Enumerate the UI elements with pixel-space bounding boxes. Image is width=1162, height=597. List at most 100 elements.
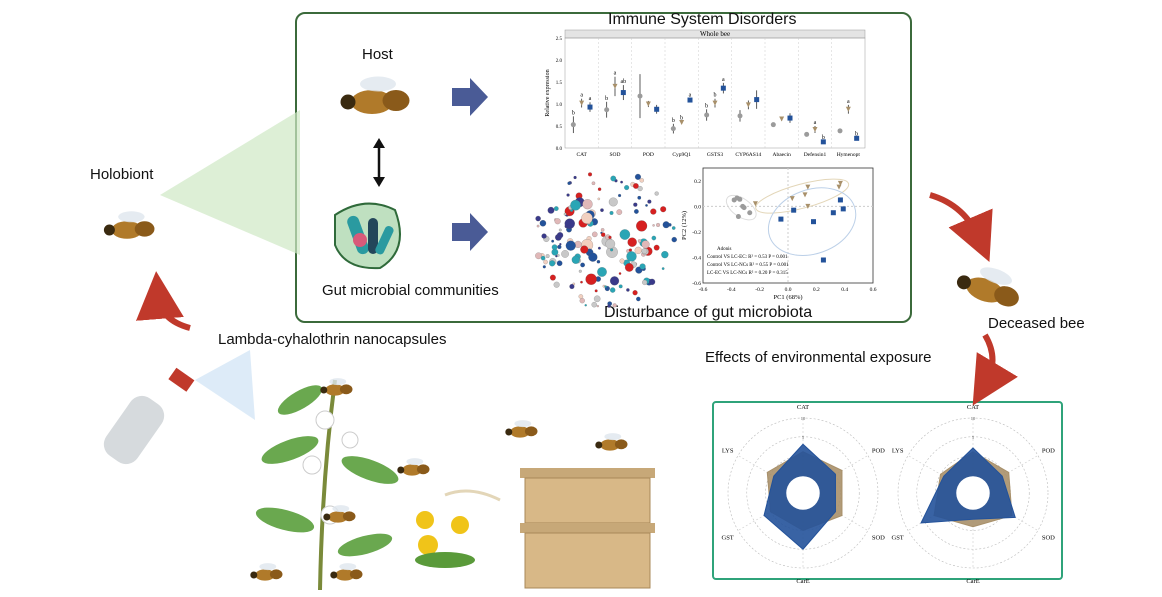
network-node xyxy=(616,209,623,215)
network-node xyxy=(651,235,657,241)
environmental-exposure-panel xyxy=(712,401,1063,580)
x-tick-label: 0.0 xyxy=(785,287,792,293)
data-point xyxy=(737,196,743,202)
network-node xyxy=(601,232,606,237)
network-node xyxy=(549,274,556,281)
network-node xyxy=(641,248,648,254)
pca-chart: -0.6 -0.4 -0.2 0.0 0.2 0.4 0.6 -0.6 -0.4 -0.2 0.0 0… xyxy=(681,167,877,301)
network-node xyxy=(609,211,614,215)
network-node xyxy=(571,255,580,264)
network-node xyxy=(648,278,656,285)
significance-letter: a xyxy=(847,99,850,105)
y-tick-label: -0.2 xyxy=(692,230,701,236)
radar-axis-label: CAT xyxy=(797,404,809,411)
network-node xyxy=(639,178,644,183)
bee-icon xyxy=(320,378,353,396)
data-point xyxy=(670,126,676,132)
network-node xyxy=(594,289,598,293)
data-point xyxy=(791,207,797,213)
x-tick-label: Cyp9Q1 xyxy=(672,152,691,158)
x-tick-label: -0.2 xyxy=(755,287,764,293)
data-point xyxy=(820,257,826,263)
plot-frame xyxy=(564,37,866,149)
data-point xyxy=(779,116,785,122)
network-node xyxy=(610,175,617,182)
network-node xyxy=(604,285,607,288)
network-node xyxy=(654,191,659,196)
network-node xyxy=(618,284,623,289)
network-node xyxy=(610,276,620,286)
data-point xyxy=(587,104,593,110)
network-node xyxy=(556,232,564,239)
radar-axis-label: POD xyxy=(872,448,885,455)
radar-chart-gut: CATPODSODCarEGSTLYS1050-5 xyxy=(892,404,1056,585)
significance-letter: b xyxy=(680,116,683,122)
adonis-annotation: LC-EC VS LC-NCs R² = 0.20 P = 0.315 xyxy=(707,270,788,276)
network-node xyxy=(661,267,665,270)
confidence-ellipse xyxy=(755,178,850,214)
network-node xyxy=(536,224,540,228)
gut-microbe-icon xyxy=(334,202,401,270)
y-tick-label: 2.5 xyxy=(556,37,563,42)
bee-icon xyxy=(595,433,628,451)
data-point xyxy=(836,184,842,190)
network-node xyxy=(555,255,558,258)
network-node xyxy=(535,215,541,222)
network-node xyxy=(600,228,605,232)
network-node xyxy=(570,199,581,211)
y-tick-label: -0.6 xyxy=(692,281,701,287)
radar-ring xyxy=(897,417,1049,569)
data-point xyxy=(770,122,776,128)
y-axis-label: PC2 (12%) xyxy=(681,211,688,240)
network-node xyxy=(634,246,642,254)
network-node xyxy=(557,244,562,249)
radar-axis-label: CAT xyxy=(967,404,979,411)
x-tick-label: Hymenopt xyxy=(837,152,861,158)
network-node xyxy=(573,175,577,180)
immune-title: Immune System Disorders xyxy=(608,11,797,28)
radar-axis-label: LYS xyxy=(722,448,734,455)
arrow-right-icon xyxy=(452,78,488,116)
data-point xyxy=(687,97,693,103)
network-node xyxy=(591,301,597,308)
confidence-ellipse xyxy=(725,194,757,221)
network-node xyxy=(634,209,639,214)
data-point xyxy=(837,128,843,134)
curved-arrow-icon xyxy=(136,271,191,331)
holobiont-bee-icon xyxy=(103,211,155,239)
network-node xyxy=(633,183,639,189)
network-node xyxy=(578,294,584,299)
data-point xyxy=(735,214,741,220)
network-node xyxy=(578,269,582,273)
radar-axis-label: CarE xyxy=(966,578,979,585)
bee-icon xyxy=(505,420,538,438)
network-node xyxy=(608,235,612,239)
radar-axis-label: CarE xyxy=(796,578,809,585)
bee-icon xyxy=(397,458,430,476)
network-node xyxy=(558,228,562,232)
network-node xyxy=(549,260,556,267)
network-node xyxy=(612,303,617,308)
network-node xyxy=(610,248,614,252)
radar-axis-label: SOD xyxy=(1042,535,1055,542)
significance-letter: b xyxy=(822,135,825,141)
network-node xyxy=(582,199,593,210)
network-node xyxy=(540,255,546,261)
y-axis-label: Relative expression xyxy=(545,69,551,116)
data-point xyxy=(812,127,818,133)
data-point xyxy=(837,180,843,186)
network-node xyxy=(637,186,643,192)
radar-ring-label: 10 xyxy=(971,416,976,421)
network-node xyxy=(618,272,622,275)
data-point xyxy=(747,210,753,216)
network-node xyxy=(596,304,599,308)
network-node xyxy=(580,262,585,268)
network-node xyxy=(597,187,602,191)
radar-center xyxy=(956,476,990,510)
significance-letter: b xyxy=(605,96,608,102)
network-node xyxy=(671,236,677,243)
network-node xyxy=(641,240,650,249)
y-tick-label: 1.0 xyxy=(556,103,563,108)
y-tick-label: 0.5 xyxy=(556,125,563,130)
